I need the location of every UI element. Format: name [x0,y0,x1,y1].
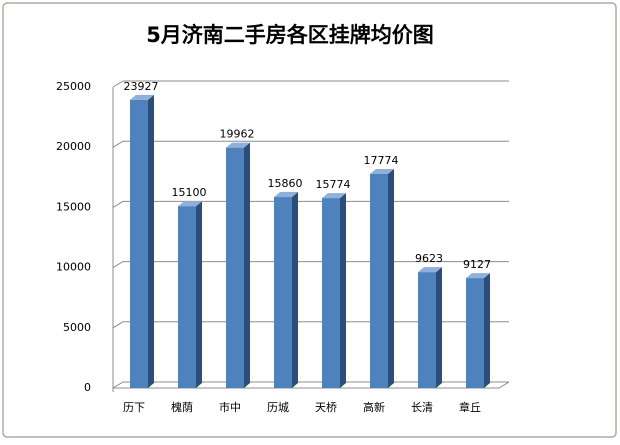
value-label: 23927 [124,80,159,93]
bar-top [322,193,346,199]
value-label: 17774 [364,154,399,167]
bar [322,198,340,388]
bar [130,99,148,389]
x-tick-label: 高新 [363,400,385,414]
x-tick-label: 天桥 [315,401,337,414]
y-tick-label: 25000 [56,80,91,93]
bar [418,272,436,388]
value-label: 15860 [268,177,303,190]
bar-side [196,201,202,388]
y-tick-label: 15000 [56,200,91,213]
chart-border [2,2,617,438]
bar-side [148,94,154,389]
y-tick-label: 10000 [56,261,91,274]
x-tick-label: 市中 [219,400,241,414]
bar-top [418,267,442,273]
x-tick-label: 章丘 [459,400,481,414]
bar [466,278,484,388]
bar [226,147,244,388]
value-label: 15100 [172,186,207,199]
bar [178,206,196,388]
value-label: 9127 [463,258,491,271]
bar [274,197,292,388]
bar-top [226,142,250,148]
x-tick-label: 历城 [267,401,289,414]
grid-line [112,140,509,148]
bar-side [388,169,394,388]
value-label: 15774 [316,178,351,191]
bar-side [484,273,490,388]
bar-top [370,169,394,175]
grid-line [112,80,509,88]
bar-side [340,193,346,388]
value-label: 9623 [415,252,443,265]
bar-top [178,201,202,207]
bar-top [130,94,154,100]
bar-top [274,192,298,198]
y-tick-label: 5000 [63,321,91,334]
chart-title: 5月济南二手房各区挂牌均价图 [146,23,434,47]
x-tick-label: 槐荫 [171,400,193,414]
bar-side [292,192,298,388]
bar-side [436,267,442,388]
bar-side [244,142,250,388]
x-tick-label: 长清 [411,401,433,414]
y-tick-label: 20000 [56,140,91,153]
bar-top [466,273,490,279]
bar [370,174,388,388]
y-tick-label: 0 [84,381,91,394]
x-tick-label: 历下 [123,401,145,414]
value-label: 19962 [220,128,255,141]
